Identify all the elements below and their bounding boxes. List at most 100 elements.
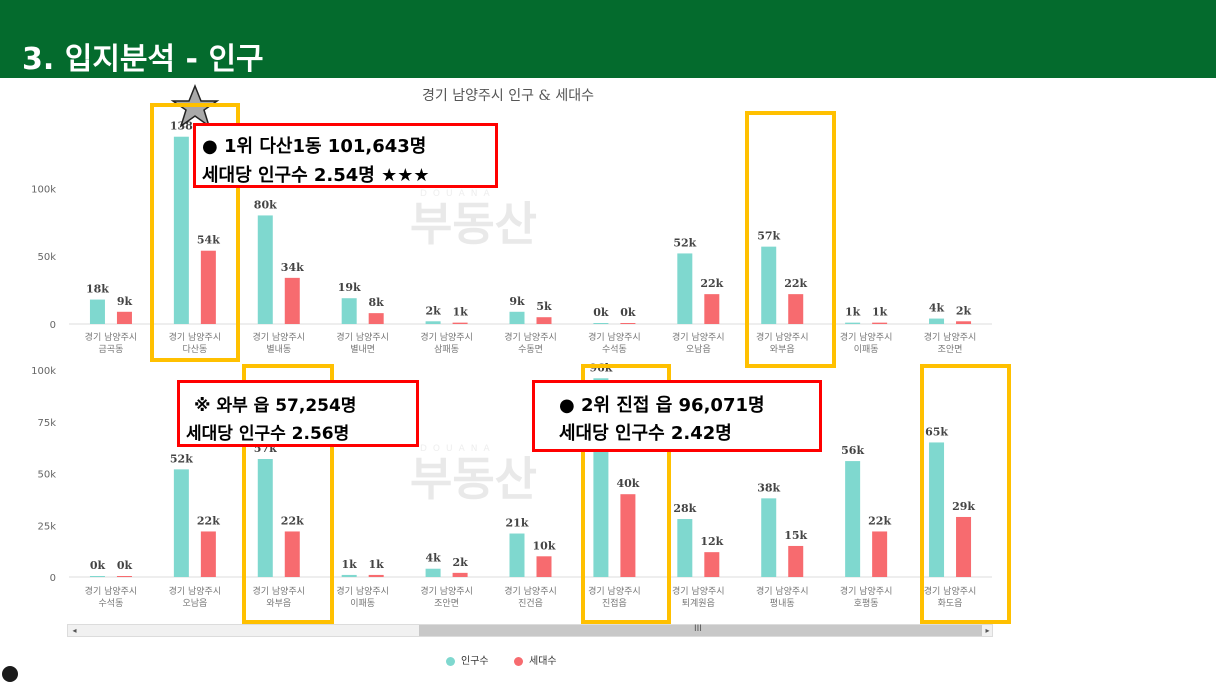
bar bbox=[536, 556, 552, 577]
scrollbar-grip-icon: III bbox=[694, 624, 702, 634]
bar-value-label: 4k bbox=[929, 302, 945, 315]
bar-value-label: 1k bbox=[845, 306, 861, 319]
bar bbox=[284, 531, 300, 577]
callout-wabu-line2: 세대당 인구수 2.56명 bbox=[186, 424, 350, 444]
bar-value-label: 38k bbox=[757, 481, 780, 494]
bar-value-label: 1k bbox=[872, 306, 888, 319]
x-tick-label: 경기 남양주시 bbox=[85, 331, 138, 343]
legend-label-households: 세대수 bbox=[529, 656, 557, 667]
bar-value-label: 5k bbox=[536, 300, 552, 313]
bar bbox=[704, 552, 720, 577]
bar bbox=[425, 568, 441, 577]
legend-dot-population bbox=[446, 656, 455, 666]
bar bbox=[956, 321, 972, 324]
x-tick-label: 수동면 bbox=[518, 344, 543, 355]
bar bbox=[341, 298, 357, 324]
y-tick-label: 0 bbox=[50, 573, 56, 584]
bar bbox=[368, 313, 384, 324]
y-tick-label: 0 bbox=[50, 320, 56, 331]
legend-item-population[interactable]: 인구수 bbox=[446, 652, 489, 667]
x-tick-label: 경기 남양주시 bbox=[169, 585, 222, 597]
callout-wabu: ※ 와부 읍 57,254명 세대당 인구수 2.56명 bbox=[177, 380, 419, 447]
scrollbar-thumb[interactable] bbox=[419, 625, 982, 636]
bar bbox=[452, 572, 468, 577]
bar-value-label: 15k bbox=[784, 529, 807, 542]
bar-value-label: 52k bbox=[170, 452, 193, 465]
x-tick-label: 퇴계원읍 bbox=[682, 597, 715, 609]
x-tick-label: 경기 남양주시 bbox=[336, 585, 389, 597]
bar-value-label: 19k bbox=[338, 281, 361, 294]
bar bbox=[929, 318, 945, 324]
x-tick-label: 경기 남양주시 bbox=[420, 585, 473, 597]
frame-hwado bbox=[920, 364, 1011, 624]
x-tick-label: 화도읍 bbox=[938, 598, 963, 609]
x-tick-label: 오남읍 bbox=[686, 344, 711, 355]
bar-value-label: 52k bbox=[673, 236, 696, 249]
page-title: 3. 입지분석 - 인구 bbox=[22, 42, 264, 77]
x-tick-label: 경기 남양주시 bbox=[840, 585, 893, 597]
y-tick-label: 100k bbox=[31, 184, 56, 195]
bar bbox=[116, 576, 132, 577]
bar bbox=[929, 442, 945, 577]
callout-dasan-line2: 세대당 인구수 2.54명 ★★★ bbox=[202, 165, 430, 186]
x-tick-label: 별내동 bbox=[266, 344, 291, 355]
x-tick-label: 진접읍 bbox=[602, 597, 627, 609]
scroll-right-arrow-icon[interactable]: ▸ bbox=[985, 626, 990, 635]
frame-wabu-bottom bbox=[242, 364, 334, 624]
chart-title: 경기 남양주시 인구 & 세대수 bbox=[422, 88, 594, 104]
bar bbox=[116, 311, 132, 324]
legend-item-households[interactable]: 세대수 bbox=[514, 652, 557, 667]
x-tick-label: 경기 남양주시 bbox=[252, 585, 305, 597]
bar-value-label: 1k bbox=[342, 558, 358, 571]
frame-wabu-top bbox=[745, 111, 836, 368]
x-tick-label: 이패동 bbox=[854, 344, 879, 355]
bar bbox=[341, 574, 357, 577]
x-tick-label: 경기 남양주시 bbox=[588, 331, 641, 343]
bar bbox=[452, 322, 468, 324]
bar bbox=[845, 461, 861, 577]
x-tick-label: 수석동 bbox=[602, 344, 627, 355]
x-tick-label: 이패동 bbox=[350, 598, 375, 609]
bar bbox=[788, 294, 804, 324]
bar bbox=[257, 459, 273, 577]
bar bbox=[788, 545, 804, 577]
bar bbox=[536, 317, 552, 324]
x-tick-label: 호평동 bbox=[854, 598, 879, 609]
bar bbox=[173, 136, 189, 324]
bar-value-label: 29k bbox=[952, 500, 975, 513]
bar bbox=[677, 519, 693, 577]
bar bbox=[620, 494, 636, 577]
bar bbox=[761, 246, 777, 324]
bar-value-label: 21k bbox=[506, 517, 529, 530]
x-tick-label: 다산동 bbox=[182, 344, 207, 355]
bar-value-label: 22k bbox=[784, 277, 807, 290]
x-tick-label: 경기 남양주시 bbox=[504, 331, 557, 343]
x-tick-label: 삼패동 bbox=[434, 344, 459, 355]
y-tick-label: 25k bbox=[37, 521, 56, 532]
bar-value-label: 8k bbox=[369, 296, 385, 309]
legend-dot-households bbox=[514, 656, 523, 666]
bar-value-label: 22k bbox=[197, 514, 220, 527]
bar-value-label: 22k bbox=[700, 277, 723, 290]
bar-value-label: 0k bbox=[620, 306, 636, 319]
x-tick-label: 경기 남양주시 bbox=[756, 331, 809, 343]
scroll-left-arrow-icon[interactable]: ◂ bbox=[72, 626, 77, 635]
x-tick-label: 경기 남양주시 bbox=[420, 331, 473, 343]
bar bbox=[257, 215, 273, 324]
bar-value-label: 18k bbox=[86, 283, 109, 296]
x-tick-label: 수석동 bbox=[99, 598, 124, 609]
bar-value-label: 65k bbox=[925, 425, 948, 438]
x-tick-label: 경기 남양주시 bbox=[672, 585, 725, 597]
legend-label-population: 인구수 bbox=[461, 656, 489, 667]
x-tick-label: 경기 남양주시 bbox=[252, 331, 305, 343]
callout-jinjeop-line2: 세대당 인구수 2.42명 bbox=[559, 423, 732, 444]
home-icon[interactable] bbox=[2, 666, 18, 682]
bar-value-label: 2k bbox=[452, 556, 468, 569]
bar bbox=[761, 498, 777, 577]
bar bbox=[368, 574, 384, 577]
bar bbox=[677, 253, 693, 324]
bar bbox=[872, 322, 888, 324]
bar-value-label: 4k bbox=[425, 552, 441, 565]
bar-value-label: 80k bbox=[254, 198, 277, 211]
x-tick-label: 조안면 bbox=[938, 344, 963, 355]
